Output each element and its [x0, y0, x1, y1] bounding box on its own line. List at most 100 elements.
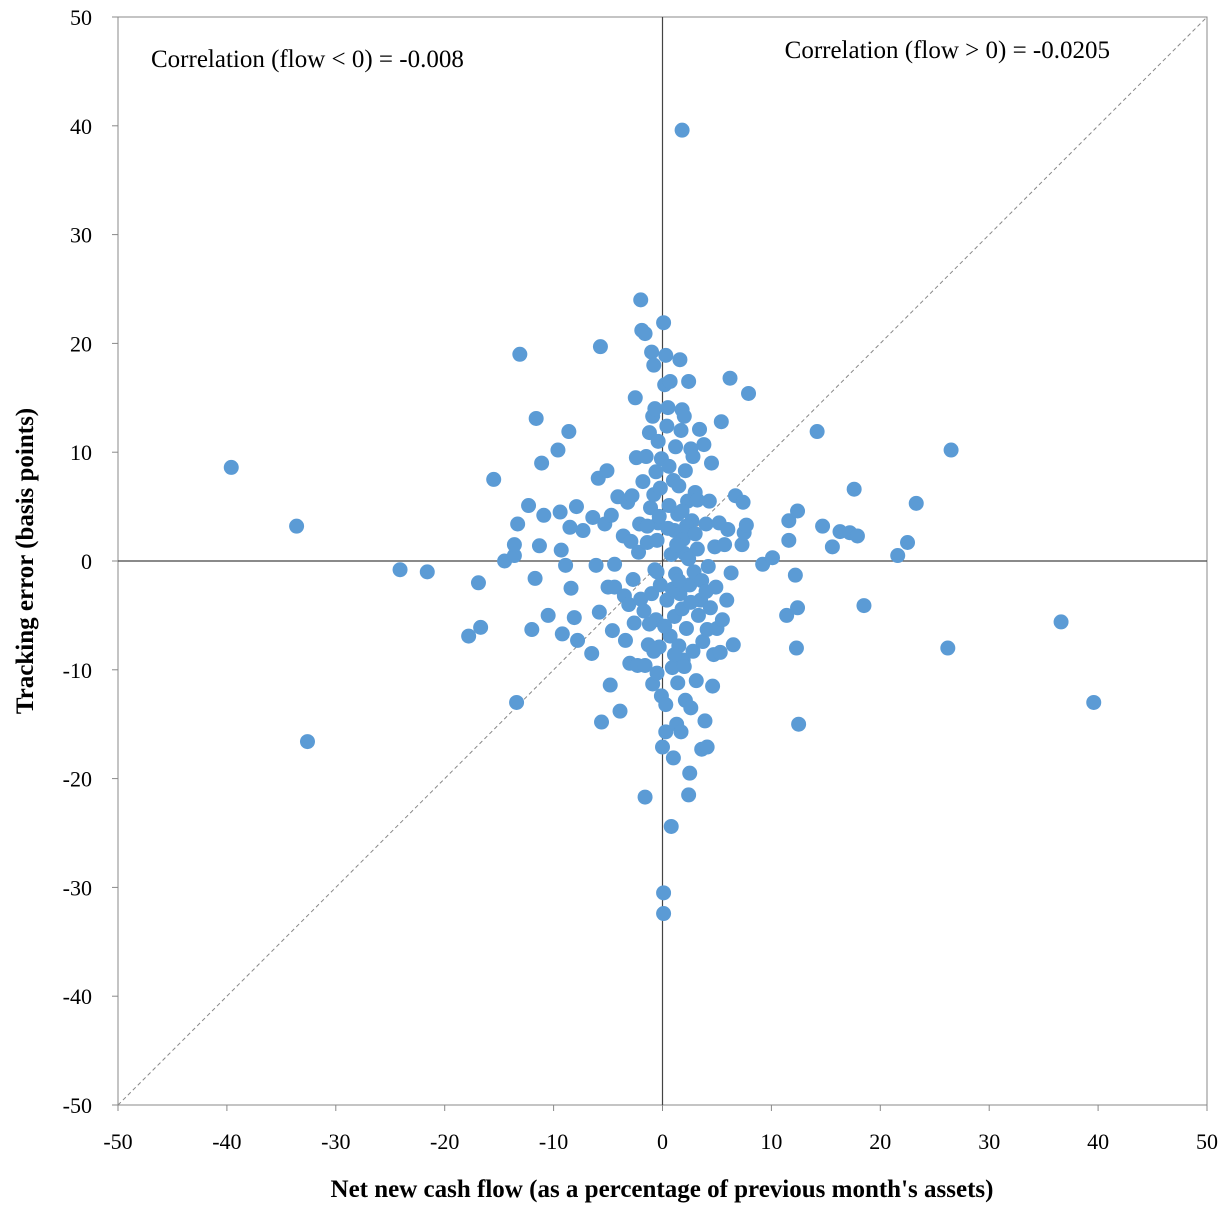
data-point [509, 694, 525, 710]
data-point [696, 437, 712, 453]
data-point [604, 623, 620, 639]
data-point [627, 390, 643, 406]
data-point [713, 414, 729, 430]
data-point [702, 600, 718, 616]
data-point [674, 122, 690, 138]
data-point [655, 739, 670, 755]
y-tick-label: 50 [70, 5, 92, 30]
data-point [299, 734, 315, 750]
data-point [612, 703, 628, 719]
data-point [636, 603, 652, 619]
data-point [714, 612, 730, 628]
data-point [637, 657, 653, 673]
data-point [631, 544, 647, 560]
y-tick-label: -50 [63, 1093, 92, 1118]
x-tick-label: -30 [321, 1129, 350, 1154]
data-point [683, 700, 699, 716]
data-point [672, 352, 688, 368]
data-point [720, 521, 736, 537]
data-point [690, 607, 706, 623]
data-point [705, 678, 721, 694]
data-point [506, 548, 522, 564]
data-point [790, 503, 806, 519]
data-point [656, 885, 672, 901]
data-point [649, 564, 665, 580]
data-point [649, 532, 665, 548]
data-point [473, 619, 489, 635]
data-point [669, 537, 685, 553]
data-point [692, 421, 708, 437]
y-tick-label: -40 [63, 984, 92, 1009]
data-point [722, 370, 738, 386]
data-point [900, 535, 916, 551]
x-tick-label: 10 [760, 1129, 782, 1154]
data-point [809, 424, 825, 440]
data-point [624, 488, 640, 504]
data-point [554, 626, 570, 642]
x-tick-label: 40 [1087, 1129, 1109, 1154]
data-point [521, 498, 537, 514]
data-point [698, 583, 714, 599]
data-point [781, 513, 797, 529]
data-point [644, 344, 660, 360]
y-tick-label: -10 [63, 658, 92, 683]
data-point [637, 326, 653, 342]
data-point [940, 640, 956, 656]
data-point [419, 564, 435, 580]
data-point [659, 418, 675, 434]
data-point [594, 714, 610, 730]
data-point [674, 503, 690, 519]
data-point [676, 659, 692, 675]
x-tick-label: -20 [430, 1129, 459, 1154]
data-point [623, 533, 639, 549]
data-point [661, 458, 677, 474]
data-point [712, 644, 728, 660]
data-point [648, 464, 664, 480]
data-point [506, 537, 522, 553]
data-point [673, 724, 689, 740]
data-point [685, 643, 701, 659]
data-point [678, 620, 694, 636]
annotation-correlation-negative: Correlation (flow < 0) = -0.008 [151, 46, 464, 73]
data-point [681, 373, 697, 389]
data-point [603, 507, 619, 523]
data-point [621, 597, 637, 613]
data-point [658, 347, 674, 363]
data-point [682, 765, 698, 781]
y-tick-label: 20 [70, 331, 92, 356]
data-point [649, 665, 665, 681]
data-point [536, 507, 552, 523]
data-point [824, 539, 840, 555]
data-point [656, 315, 672, 331]
y-tick-label: -30 [63, 875, 92, 900]
data-point [392, 562, 408, 578]
data-point [671, 478, 687, 494]
data-point [528, 410, 544, 426]
data-point [585, 509, 601, 525]
data-point [639, 518, 655, 534]
data-point [650, 433, 666, 449]
data-point [665, 750, 681, 766]
data-point [584, 645, 600, 661]
data-point [734, 537, 750, 553]
data-point [575, 523, 591, 539]
annotation-correlation-positive: Correlation (flow > 0) = -0.0205 [785, 37, 1110, 64]
data-point [663, 818, 679, 834]
data-point [527, 570, 543, 586]
data-point [635, 474, 651, 490]
data-point [723, 565, 739, 581]
data-point [591, 604, 607, 620]
data-point [461, 628, 477, 644]
data-point [602, 677, 618, 693]
x-tick-label: -50 [103, 1129, 132, 1154]
data-point [660, 400, 676, 416]
x-axis-title: Net new cash flow (as a percentage of pr… [331, 1176, 994, 1203]
data-point [534, 455, 550, 471]
data-point [553, 542, 569, 558]
data-point [791, 716, 807, 732]
data-point [699, 739, 715, 755]
x-tick-label: -10 [539, 1129, 568, 1154]
data-point [1086, 694, 1102, 710]
x-tick-label: -40 [212, 1129, 241, 1154]
data-point [656, 906, 672, 922]
